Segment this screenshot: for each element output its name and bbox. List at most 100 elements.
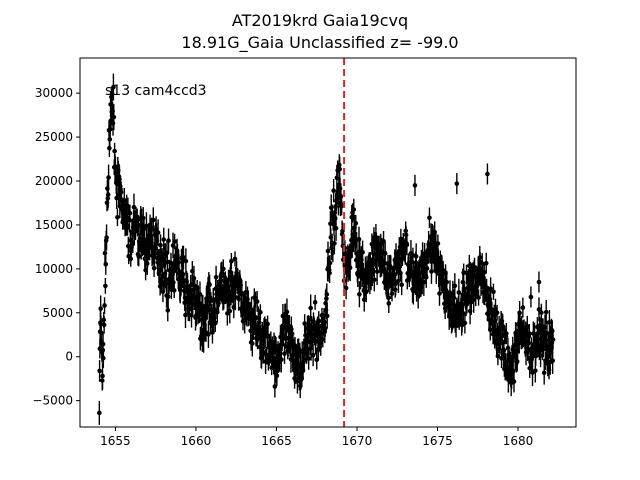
data-point (547, 320, 552, 325)
chart-title-line2: 18.91G_Gaia Unclassified z= -99.0 (181, 33, 458, 53)
data-point (103, 283, 108, 289)
data-point (444, 279, 450, 285)
data-point (452, 283, 458, 289)
data-point (501, 348, 507, 353)
data-point (333, 204, 338, 209)
data-point (327, 270, 332, 276)
x-tick-label: 1655 (100, 434, 131, 448)
data-point (165, 308, 171, 313)
data-point (488, 286, 493, 291)
data-point (541, 370, 547, 376)
data-point (360, 249, 365, 255)
data-point (543, 309, 549, 315)
data-point (325, 248, 331, 254)
data-point (471, 297, 477, 303)
data-point (172, 239, 177, 244)
data-point (511, 379, 517, 384)
outlier-point (412, 183, 418, 188)
data-point (105, 192, 111, 197)
data-point (121, 197, 127, 203)
data-point (542, 325, 548, 330)
data-point (100, 373, 105, 379)
data-point (337, 186, 343, 191)
data-point (371, 277, 377, 283)
data-point (180, 271, 186, 277)
data-point (101, 322, 107, 328)
y-tick-label: −5000 (32, 394, 73, 408)
data-point (106, 175, 111, 180)
data-point (333, 225, 339, 231)
data-point (389, 291, 395, 296)
data-point (371, 262, 376, 267)
data-point (520, 305, 526, 310)
data-point (254, 299, 260, 304)
data-point (538, 353, 543, 358)
data-point (435, 241, 441, 246)
data-point (141, 226, 147, 232)
data-point (171, 288, 177, 293)
x-axis-ticks: 1655 1660 1665 1670 1675 1680 (100, 427, 533, 448)
data-point (327, 260, 333, 266)
data-point (221, 266, 226, 272)
data-point (404, 242, 410, 248)
data-point (386, 301, 392, 306)
y-tick-label: 0 (65, 350, 73, 364)
data-point (229, 258, 234, 264)
data-point (462, 320, 468, 326)
data-point (97, 368, 102, 374)
y-tick-label: 10000 (35, 262, 73, 276)
data-point (363, 289, 369, 295)
data-point (103, 262, 109, 267)
data-point (206, 332, 211, 337)
x-tick-label: 1670 (342, 434, 373, 448)
data-point (151, 265, 157, 271)
data-point (460, 279, 466, 285)
y-tick-label: 20000 (35, 174, 73, 188)
data-point (163, 277, 169, 283)
x-tick-label: 1675 (422, 434, 453, 448)
data-point (517, 310, 522, 316)
data-point (320, 337, 326, 342)
data-point (476, 295, 481, 300)
data-point (347, 265, 353, 271)
data-point (532, 331, 537, 337)
data-point (155, 230, 161, 235)
data-point (125, 203, 131, 209)
data-point (539, 310, 544, 315)
data-point (479, 261, 485, 266)
data-point (427, 215, 432, 221)
data-point (356, 236, 362, 242)
data-point (550, 358, 555, 364)
data-point (353, 220, 359, 226)
outlier-point (454, 181, 460, 186)
y-tick-label: 5000 (42, 306, 73, 320)
data-point (250, 341, 255, 346)
y-tick-label: 25000 (35, 130, 73, 144)
data-point (357, 292, 362, 297)
data-point (541, 343, 546, 349)
data-point (265, 334, 271, 339)
data-point (302, 321, 307, 326)
data-point (110, 121, 116, 126)
data-point (499, 355, 504, 361)
data-point (161, 237, 167, 242)
data-point (136, 222, 141, 228)
data-point (107, 126, 113, 132)
data-point (337, 166, 342, 172)
data-point (411, 288, 416, 294)
data-point (437, 291, 442, 296)
data-point (489, 307, 495, 312)
data-point (131, 204, 137, 210)
data-point (533, 368, 538, 373)
data-point (115, 214, 120, 220)
data-point (491, 289, 496, 295)
data-point (137, 236, 143, 241)
data-point (102, 303, 107, 308)
outlier-point (536, 279, 542, 285)
data-point (540, 347, 545, 353)
data-markers (97, 73, 556, 425)
data-point (289, 331, 295, 337)
x-tick-label: 1680 (503, 434, 534, 448)
data-point (128, 256, 134, 262)
